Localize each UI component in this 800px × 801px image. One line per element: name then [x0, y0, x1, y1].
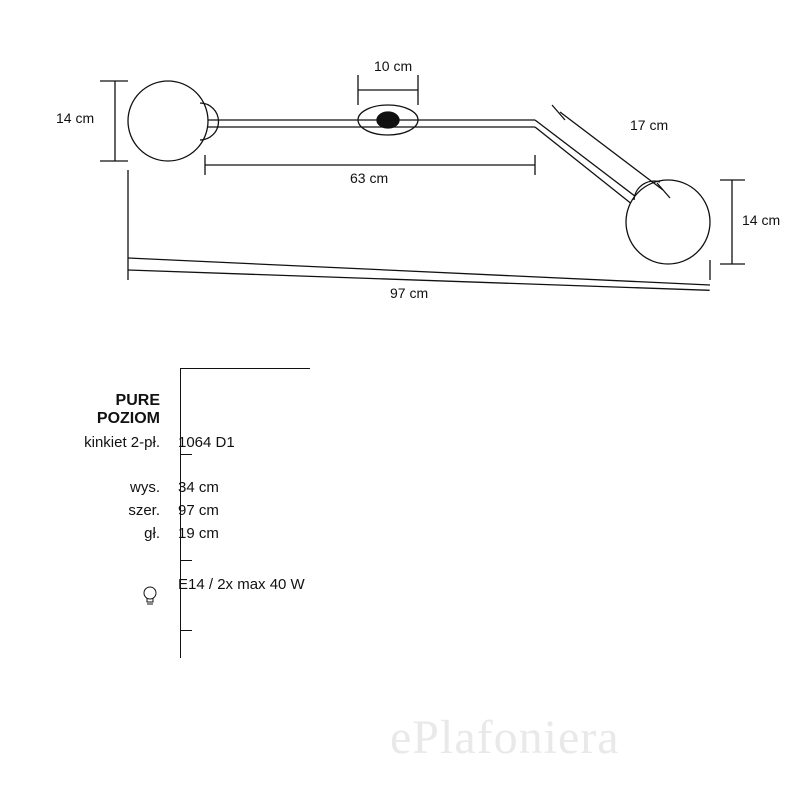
spec-tick-2: [180, 560, 192, 561]
spec-height-label: wys.: [50, 479, 168, 496]
spec-title: PURE POZIOM: [50, 392, 168, 428]
spec-depth-value: 19 cm: [168, 525, 219, 542]
dim-total-width: 97 cm: [390, 285, 428, 301]
technical-drawing-svg: [0, 0, 800, 330]
bulb-icon: [142, 585, 162, 607]
drawing-canvas: 10 cm 14 cm 63 cm 17 cm 14 cm 97 cm PURE…: [0, 0, 800, 801]
watermark-text: ePlafoniera: [390, 710, 620, 765]
spec-vertical-rule: [180, 368, 181, 658]
dim-left-sphere-height: 14 cm: [56, 110, 94, 126]
spec-width-value: 97 cm: [168, 502, 219, 519]
dim-mount-width: 10 cm: [374, 58, 412, 74]
dim-right-sphere-height: 14 cm: [742, 212, 780, 228]
spec-top-rule: [180, 368, 310, 369]
spec-bulb: E14 / 2x max 40 W: [168, 576, 305, 593]
spec-height-value: 34 cm: [168, 479, 219, 496]
spec-block: PURE POZIOM kinkiet 2-pł. 1064 D1 wys. 3…: [50, 368, 370, 599]
spec-width-label: szer.: [50, 502, 168, 519]
dim-arm-length: 63 cm: [350, 170, 388, 186]
spec-tick-3: [180, 630, 192, 631]
spec-tick-1: [180, 454, 192, 455]
dim-angled-segment: 17 cm: [630, 117, 668, 133]
spec-subtitle-label: kinkiet 2-pł.: [50, 434, 168, 451]
spec-model: 1064 D1: [168, 434, 235, 451]
spec-depth-label: gł.: [50, 525, 168, 542]
